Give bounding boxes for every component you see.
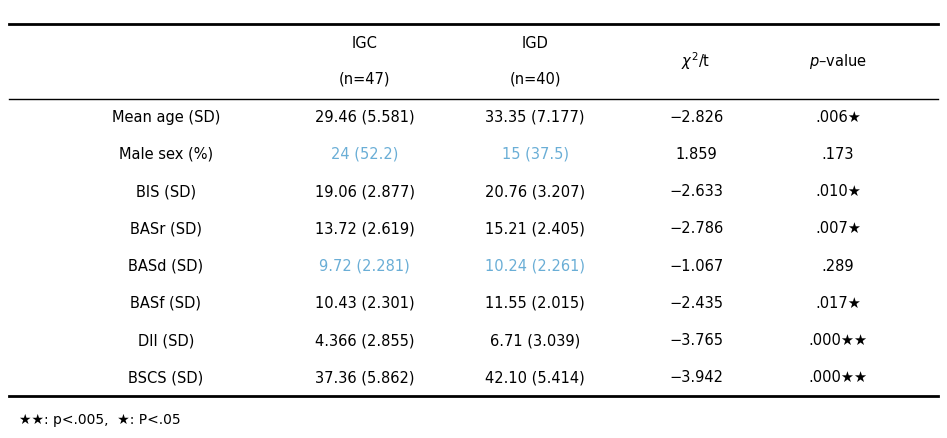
Text: BASf (SD): BASf (SD)	[131, 296, 201, 311]
Text: .289: .289	[822, 258, 854, 274]
Text: .006★: .006★	[815, 110, 861, 125]
Text: 19.06 (2.877): 19.06 (2.877)	[314, 184, 415, 199]
Text: 15 (37.5): 15 (37.5)	[502, 147, 568, 162]
Text: 1.859: 1.859	[675, 147, 717, 162]
Text: 20.76 (3.207): 20.76 (3.207)	[485, 184, 585, 199]
Text: 11.55 (2.015): 11.55 (2.015)	[485, 296, 585, 311]
Text: IGD: IGD	[522, 36, 548, 51]
Text: Male sex (%): Male sex (%)	[118, 147, 213, 162]
Text: 37.36 (5.862): 37.36 (5.862)	[314, 370, 415, 385]
Text: 29.46 (5.581): 29.46 (5.581)	[314, 110, 415, 125]
Text: 33.35 (7.177): 33.35 (7.177)	[485, 110, 585, 125]
Text: .000★★: .000★★	[809, 333, 867, 348]
Text: −2.786: −2.786	[669, 221, 724, 237]
Text: −2.435: −2.435	[669, 296, 724, 311]
Text: 10.43 (2.301): 10.43 (2.301)	[314, 296, 415, 311]
Text: 6.71 (3.039): 6.71 (3.039)	[490, 333, 581, 348]
Text: 24 (52.2): 24 (52.2)	[331, 147, 399, 162]
Text: Mean age (SD): Mean age (SD)	[112, 110, 220, 125]
Text: (n=47): (n=47)	[339, 71, 390, 86]
Text: .173: .173	[822, 147, 854, 162]
Text: −2.826: −2.826	[669, 110, 724, 125]
Text: 42.10 (5.414): 42.10 (5.414)	[485, 370, 585, 385]
Text: ★★: p<.005,  ★: P<.05: ★★: p<.005, ★: P<.05	[19, 413, 181, 427]
Text: .000★★: .000★★	[809, 370, 867, 385]
Text: BIS (SD): BIS (SD)	[135, 184, 196, 199]
Text: BASd (SD): BASd (SD)	[128, 258, 204, 274]
Text: 9.72 (2.281): 9.72 (2.281)	[319, 258, 410, 274]
Text: −3.942: −3.942	[669, 370, 724, 385]
Text: −2.633: −2.633	[670, 184, 723, 199]
Text: $\chi^{2}$/t: $\chi^{2}$/t	[682, 50, 710, 72]
Text: BSCS (SD): BSCS (SD)	[128, 370, 204, 385]
Text: IGC: IGC	[351, 36, 378, 51]
Text: $p$–value: $p$–value	[809, 52, 867, 71]
Text: −1.067: −1.067	[669, 258, 724, 274]
Text: 15.21 (2.405): 15.21 (2.405)	[485, 221, 585, 237]
Text: .007★: .007★	[815, 221, 861, 237]
Text: .010★: .010★	[815, 184, 861, 199]
Text: .017★: .017★	[815, 296, 861, 311]
Text: (n=40): (n=40)	[509, 71, 561, 86]
Text: 10.24 (2.261): 10.24 (2.261)	[485, 258, 585, 274]
Text: 4.366 (2.855): 4.366 (2.855)	[314, 333, 415, 348]
Text: 13.72 (2.619): 13.72 (2.619)	[314, 221, 415, 237]
Text: BASr (SD): BASr (SD)	[130, 221, 202, 237]
Text: −3.765: −3.765	[669, 333, 724, 348]
Text: DII (SD): DII (SD)	[137, 333, 194, 348]
